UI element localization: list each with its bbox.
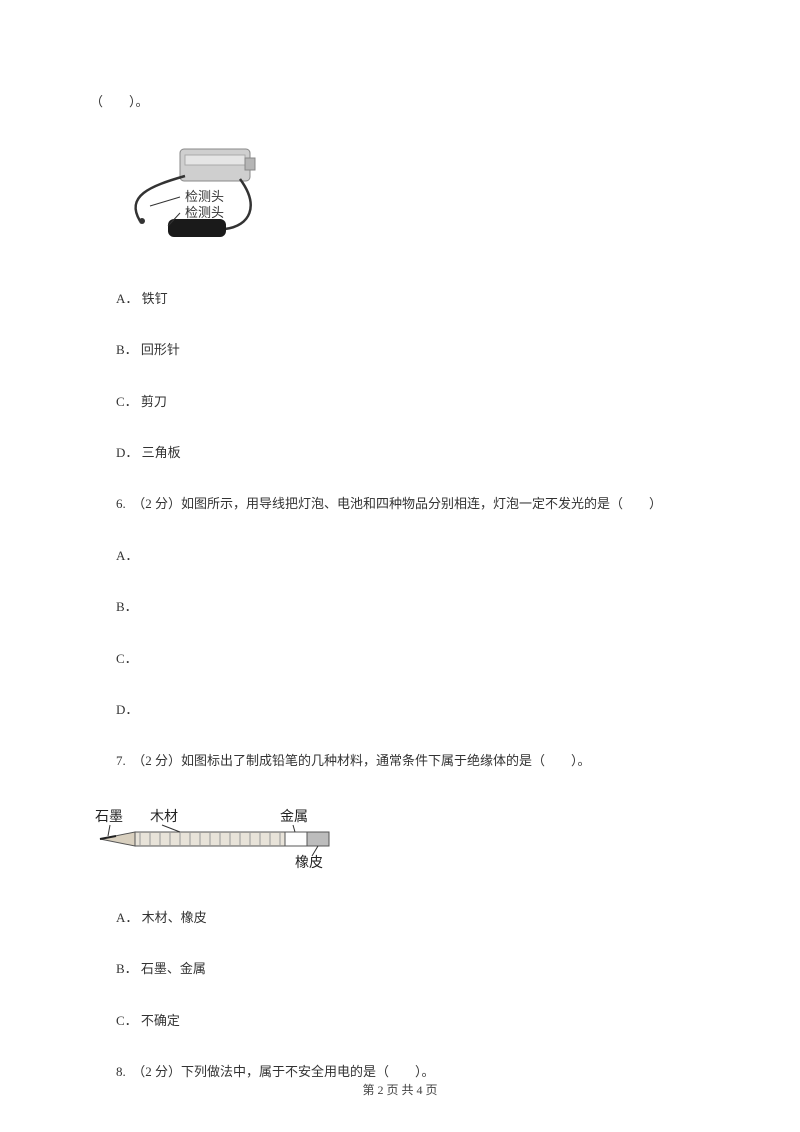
q7-option-c: C． 不确定 [90, 1009, 710, 1032]
page-footer: 第 2 页 共 4 页 [0, 1080, 800, 1102]
q5-option-b: B． 回形针 [90, 338, 710, 361]
q7-label-rubber: 橡皮 [295, 855, 323, 871]
page-content: （ ）。 检测头 检测头 A． 铁钉 B． 回形针 C． 剪刀 D． 三角板 6… [0, 0, 800, 1084]
q5-figure: 检测头 检测头 [90, 141, 710, 258]
q6-stem: 6. （2 分）如图所示，用导线把灯泡、电池和四种物品分别相连，灯泡一定不发光的… [90, 492, 710, 515]
q7-label-wood: 木材 [150, 809, 178, 825]
q6-stem-block: 6. （2 分）如图所示，用导线把灯泡、电池和四种物品分别相连，灯泡一定不发光的… [90, 492, 710, 515]
q6-option-d: D． [90, 698, 710, 721]
q5-option-c: C． 剪刀 [90, 390, 710, 413]
q5-option-a: A． 铁钉 [90, 287, 710, 310]
q7-stem: 7. （2 分）如图标出了制成铅笔的几种材料，通常条件下属于绝缘体的是（ ）。 [90, 749, 710, 772]
q7-label-metal: 金属 [280, 809, 308, 825]
q7-label-graphite: 石墨 [95, 810, 123, 825]
q6-option-b: B． [90, 595, 710, 618]
q7-figure: 石墨 木材 金属 橡皮 [90, 801, 710, 878]
svg-text:检测头: 检测头 [185, 189, 224, 204]
q6-option-c: C． [90, 647, 710, 670]
q5-option-d: D． 三角板 [90, 441, 710, 464]
q5-stem-fragment: （ ）。 [90, 90, 710, 113]
q6-option-a: A． [90, 544, 710, 567]
svg-text:检测头: 检测头 [185, 205, 224, 220]
q7-option-b: B． 石墨、金属 [90, 957, 710, 980]
q7-option-a: A． 木材、橡皮 [90, 906, 710, 929]
